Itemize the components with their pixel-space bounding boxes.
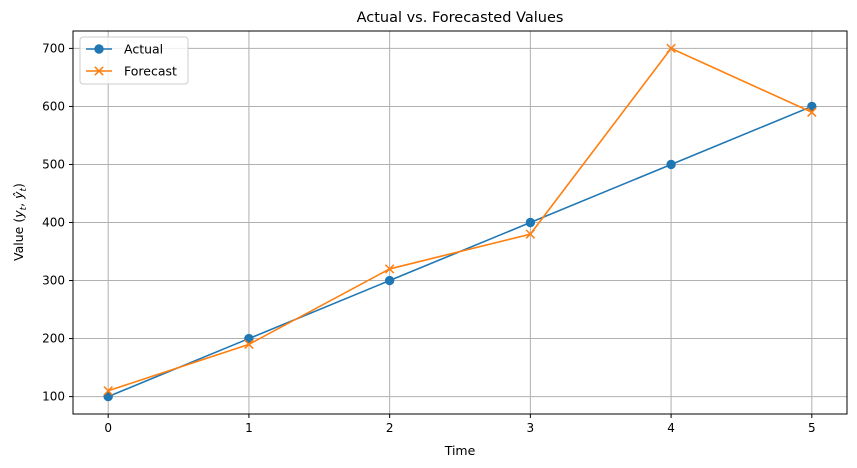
y-tick-label: 700 — [42, 41, 65, 55]
data-point-actual — [807, 101, 817, 112]
x-axis-label: Time — [444, 443, 476, 458]
data-point-actual — [244, 333, 254, 344]
x-tick-label: 3 — [527, 421, 535, 435]
legend-item-forecast: Forecast — [86, 64, 177, 79]
x-axis-ticks: 0 1 2 3 4 5 — [104, 414, 816, 435]
x-tick-label: 0 — [104, 421, 112, 435]
x-tick-label: 4 — [667, 421, 675, 435]
data-point-forecast — [103, 386, 113, 396]
y-tick-label: 200 — [42, 332, 65, 346]
y-tick-label: 100 — [42, 390, 65, 404]
legend-marker — [94, 44, 104, 54]
data-point-forecast — [807, 107, 817, 117]
series-line-forecast — [107, 47, 813, 392]
legend-label: Actual — [124, 42, 163, 57]
data-point-forecast — [525, 229, 536, 239]
grid — [73, 31, 847, 414]
y-axis-label: Value (yt, ŷt) — [11, 183, 29, 261]
series-forecast — [103, 43, 817, 396]
series-layer — [103, 43, 817, 402]
data-point-actual — [384, 275, 395, 286]
y-axis-ticks: 100 200 300 400 500 600 700 — [42, 41, 73, 404]
x-tick-label: 1 — [245, 421, 253, 435]
data-point-forecast — [666, 43, 676, 54]
legend-label: Forecast — [124, 64, 177, 79]
y-tick-label: 400 — [42, 216, 65, 230]
data-point-forecast — [384, 264, 395, 274]
x-tick-label: 5 — [808, 421, 816, 435]
y-tick-label: 600 — [42, 99, 65, 113]
data-point-actual — [666, 159, 676, 170]
legend: Actual Forecast — [79, 36, 189, 85]
x-tick-label: 2 — [386, 421, 394, 435]
chart-title: Actual vs. Forecasted Values — [357, 10, 564, 26]
y-tick-label: 300 — [42, 274, 65, 288]
y-tick-label: 500 — [42, 157, 65, 171]
data-point-actual — [525, 217, 536, 228]
legend-marker — [94, 66, 104, 76]
legend-item-actual: Actual — [86, 42, 163, 57]
data-point-actual — [103, 391, 113, 402]
data-point-forecast — [244, 339, 254, 350]
